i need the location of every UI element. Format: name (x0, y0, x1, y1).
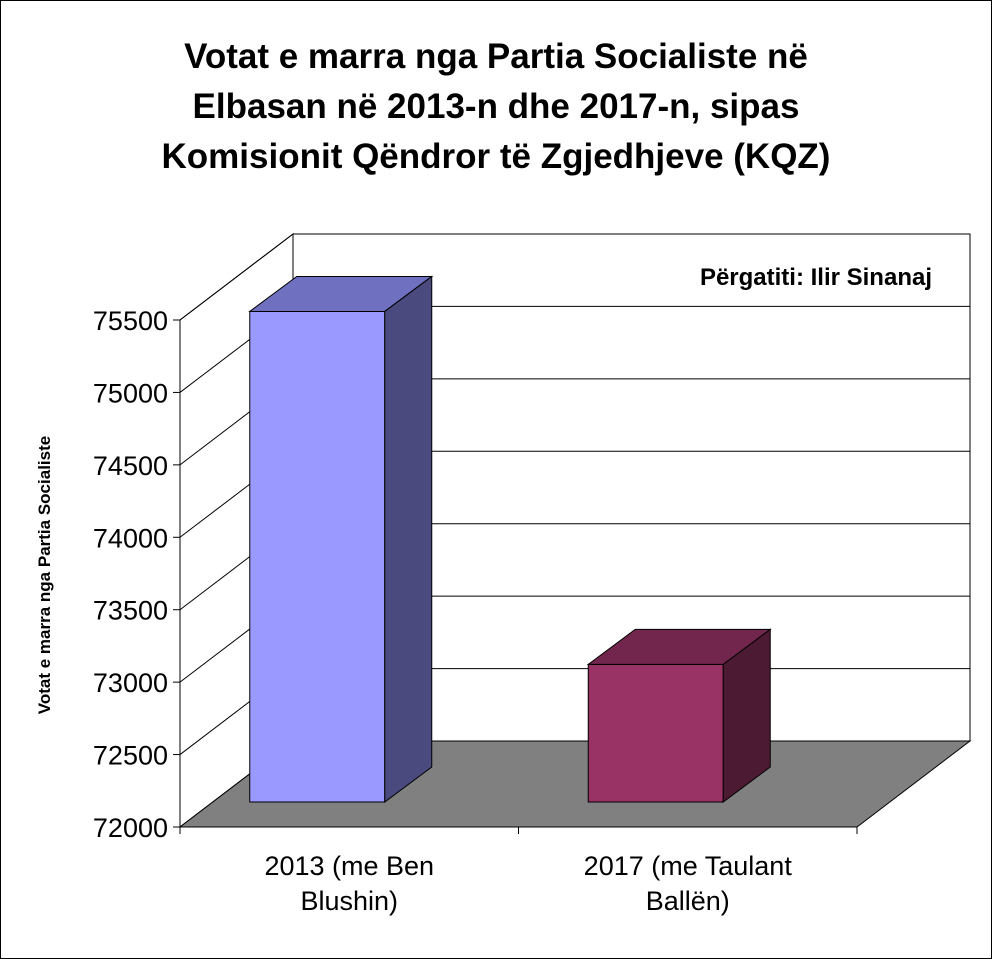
category-label-2-line-2: Ballën) (646, 886, 730, 916)
bar-2-side (722, 628, 771, 803)
chart-title-line-1: Votat e marra nga Partia Socialiste në (184, 37, 808, 76)
y-tick-label: 74000 (93, 523, 168, 553)
y-axis-label: Votat e marra nga Partia Socialiste (35, 436, 54, 714)
bar-1-front (249, 310, 386, 803)
y-tick-label: 73000 (93, 668, 168, 698)
chart-title-line-3: Komisionit Qëndror të Zgjedhjeve (KQZ) (161, 137, 831, 176)
y-tick-labels: 72000 72500 73000 73500 74000 74500 75000 75500 (93, 306, 168, 843)
bar-1-side (384, 275, 433, 803)
chart-title-line-2: Elbasan në 2013-n dhe 2017-n, sipas (192, 87, 800, 126)
bar-2-front (587, 663, 724, 803)
axes (173, 319, 858, 834)
category-label-2-line-1: 2017 (me Taulant (584, 851, 793, 881)
y-tick-label: 74500 (93, 451, 168, 481)
gridline-side (179, 233, 294, 321)
y-tick-label: 75000 (93, 378, 168, 408)
bars (248, 275, 772, 803)
category-label-1-line-2: Blushin) (300, 886, 398, 916)
y-tick-label: 73500 (93, 596, 168, 626)
category-label-1-line-1: 2013 (me Ben (264, 851, 434, 881)
y-tick-label: 72500 (93, 741, 168, 771)
y-tick-label: 75500 (93, 306, 168, 336)
y-tick-label: 72000 (93, 813, 168, 843)
annotation-text: Përgatiti: Ilir Sinanaj (700, 264, 932, 291)
category-labels: 2013 (me Ben Blushin) 2017 (me Taulant Ball… (264, 851, 792, 916)
